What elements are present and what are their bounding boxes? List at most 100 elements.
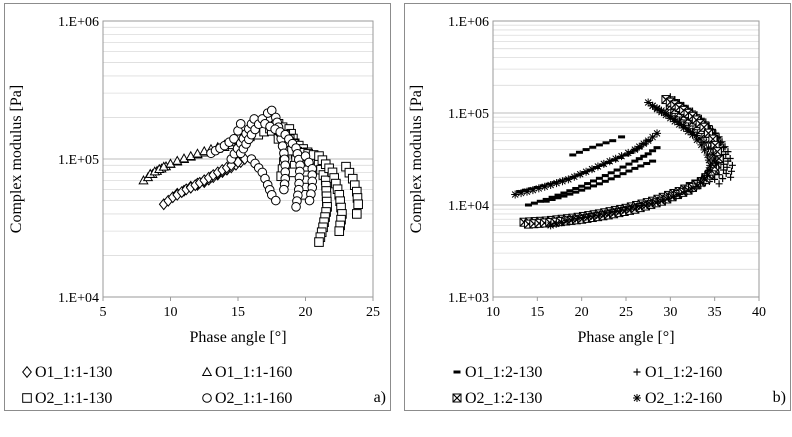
chart-a-x-tick-label: 25 (366, 305, 380, 320)
data-point (575, 150, 583, 154)
data-point (570, 172, 579, 181)
data-point (675, 117, 684, 126)
data-point (578, 184, 586, 188)
data-point (552, 179, 561, 188)
data-point (643, 200, 652, 209)
data-point (653, 104, 662, 113)
data-point (613, 168, 621, 172)
data-point (540, 182, 549, 191)
chart-b-x-tick-label: 30 (663, 305, 677, 320)
data-point (687, 184, 696, 193)
data-point (679, 121, 688, 130)
data-point (635, 142, 644, 151)
data-point (235, 118, 246, 129)
data-point (511, 190, 520, 199)
data-point (618, 135, 626, 139)
legend-label-o1-1-1-130: O1_1:1-130 (35, 364, 112, 381)
legend-marker-o2-1-1-160 (202, 393, 212, 403)
legend-marker-o2-1-2-130 (452, 393, 462, 403)
data-point (721, 143, 729, 151)
data-point (661, 109, 670, 117)
data-point (528, 186, 537, 195)
data-point (609, 139, 617, 143)
data-point (542, 197, 550, 201)
data-point (643, 162, 651, 166)
data-point (353, 199, 363, 210)
data-point (632, 202, 641, 211)
data-point (271, 195, 281, 206)
data-point (718, 138, 726, 146)
data-point (536, 199, 544, 203)
data-point (582, 148, 590, 152)
data-point (617, 152, 626, 161)
chart-a-y-tick-label: 1.E+04 (58, 291, 99, 306)
data-point (726, 154, 734, 162)
data-point (165, 158, 176, 168)
chart-a-grid (103, 20, 373, 298)
chart-a-y-tick-label: 1.E+05 (58, 153, 99, 168)
panel-label-b: b) (772, 389, 786, 406)
data-point (728, 167, 736, 175)
data-point (704, 166, 713, 175)
data-point (696, 178, 705, 187)
data-point (522, 187, 531, 196)
data-point (601, 174, 609, 178)
data-point (581, 170, 589, 174)
chart-b-y-tick-label: 1.E+06 (448, 15, 489, 30)
chart-a-x-tick-label: 5 (100, 305, 107, 320)
data-point (631, 166, 639, 170)
data-point (715, 180, 723, 188)
chart-a-legend: O1_1:1-130 O1_1:1-160 O2_1:1-130 O2_1:1-160 (22, 364, 292, 407)
data-point (352, 209, 362, 219)
legend-marker-o1-1-2-160 (633, 368, 641, 376)
chart-b-svg: 10 15 20 25 30 35 40 1.E+03 1.E+04 1.E+05 1.E+06 Ph… (408, 15, 766, 407)
panel-label-a: a) (373, 389, 386, 406)
chart-b-x-tick-label: 40 (752, 305, 766, 320)
data-point (704, 156, 713, 165)
data-point (653, 197, 662, 206)
data-point (644, 136, 653, 145)
data-point (640, 154, 648, 158)
data-point (554, 196, 562, 200)
data-point (637, 201, 646, 210)
data-point (566, 192, 574, 196)
data-point (517, 189, 526, 198)
data-point (723, 163, 731, 171)
data-point (692, 131, 701, 140)
legend-marker-o1-1-2-130 (453, 370, 461, 374)
chart-b-x-tick-label: 20 (575, 305, 589, 320)
data-point (631, 159, 639, 163)
data-point (611, 207, 620, 216)
series-o2-1-2-130 (519, 95, 724, 229)
chart-b-x-axis-label: Phase angle [°] (577, 329, 674, 346)
data-point (534, 184, 543, 193)
chart-panel-a: 5 10 15 20 25 1.E+04 1.E+05 1.E+06 Phase angle [… (4, 3, 391, 411)
data-point (648, 133, 657, 142)
data-point (542, 199, 550, 203)
chart-b-y-axis-label: Complex modulus [Pa] (408, 85, 425, 233)
data-point (607, 171, 615, 175)
data-point (524, 203, 532, 207)
data-point (696, 134, 705, 143)
data-point (619, 165, 627, 169)
data-point (639, 139, 648, 148)
data-point (557, 218, 566, 227)
data-point (719, 175, 727, 183)
legend-marker-o1-1-1-130 (22, 365, 32, 379)
data-point (546, 221, 555, 230)
chart-a-x-tick-label: 15 (231, 305, 245, 320)
data-point (568, 215, 577, 224)
series-o1-1-1-130 (158, 152, 250, 211)
data-point (653, 129, 662, 138)
data-point (688, 128, 697, 137)
data-point (648, 199, 657, 208)
data-point (595, 210, 604, 219)
data-point (595, 176, 603, 180)
chart-a-svg: 5 10 15 20 25 1.E+04 1.E+05 1.E+06 Phase angle [… (8, 15, 380, 407)
data-point (589, 145, 597, 149)
data-point (724, 148, 732, 156)
chart-a-x-axis-label: Phase angle [°] (189, 329, 286, 346)
data-point (566, 189, 574, 193)
data-point (700, 174, 709, 183)
data-point (692, 135, 701, 144)
